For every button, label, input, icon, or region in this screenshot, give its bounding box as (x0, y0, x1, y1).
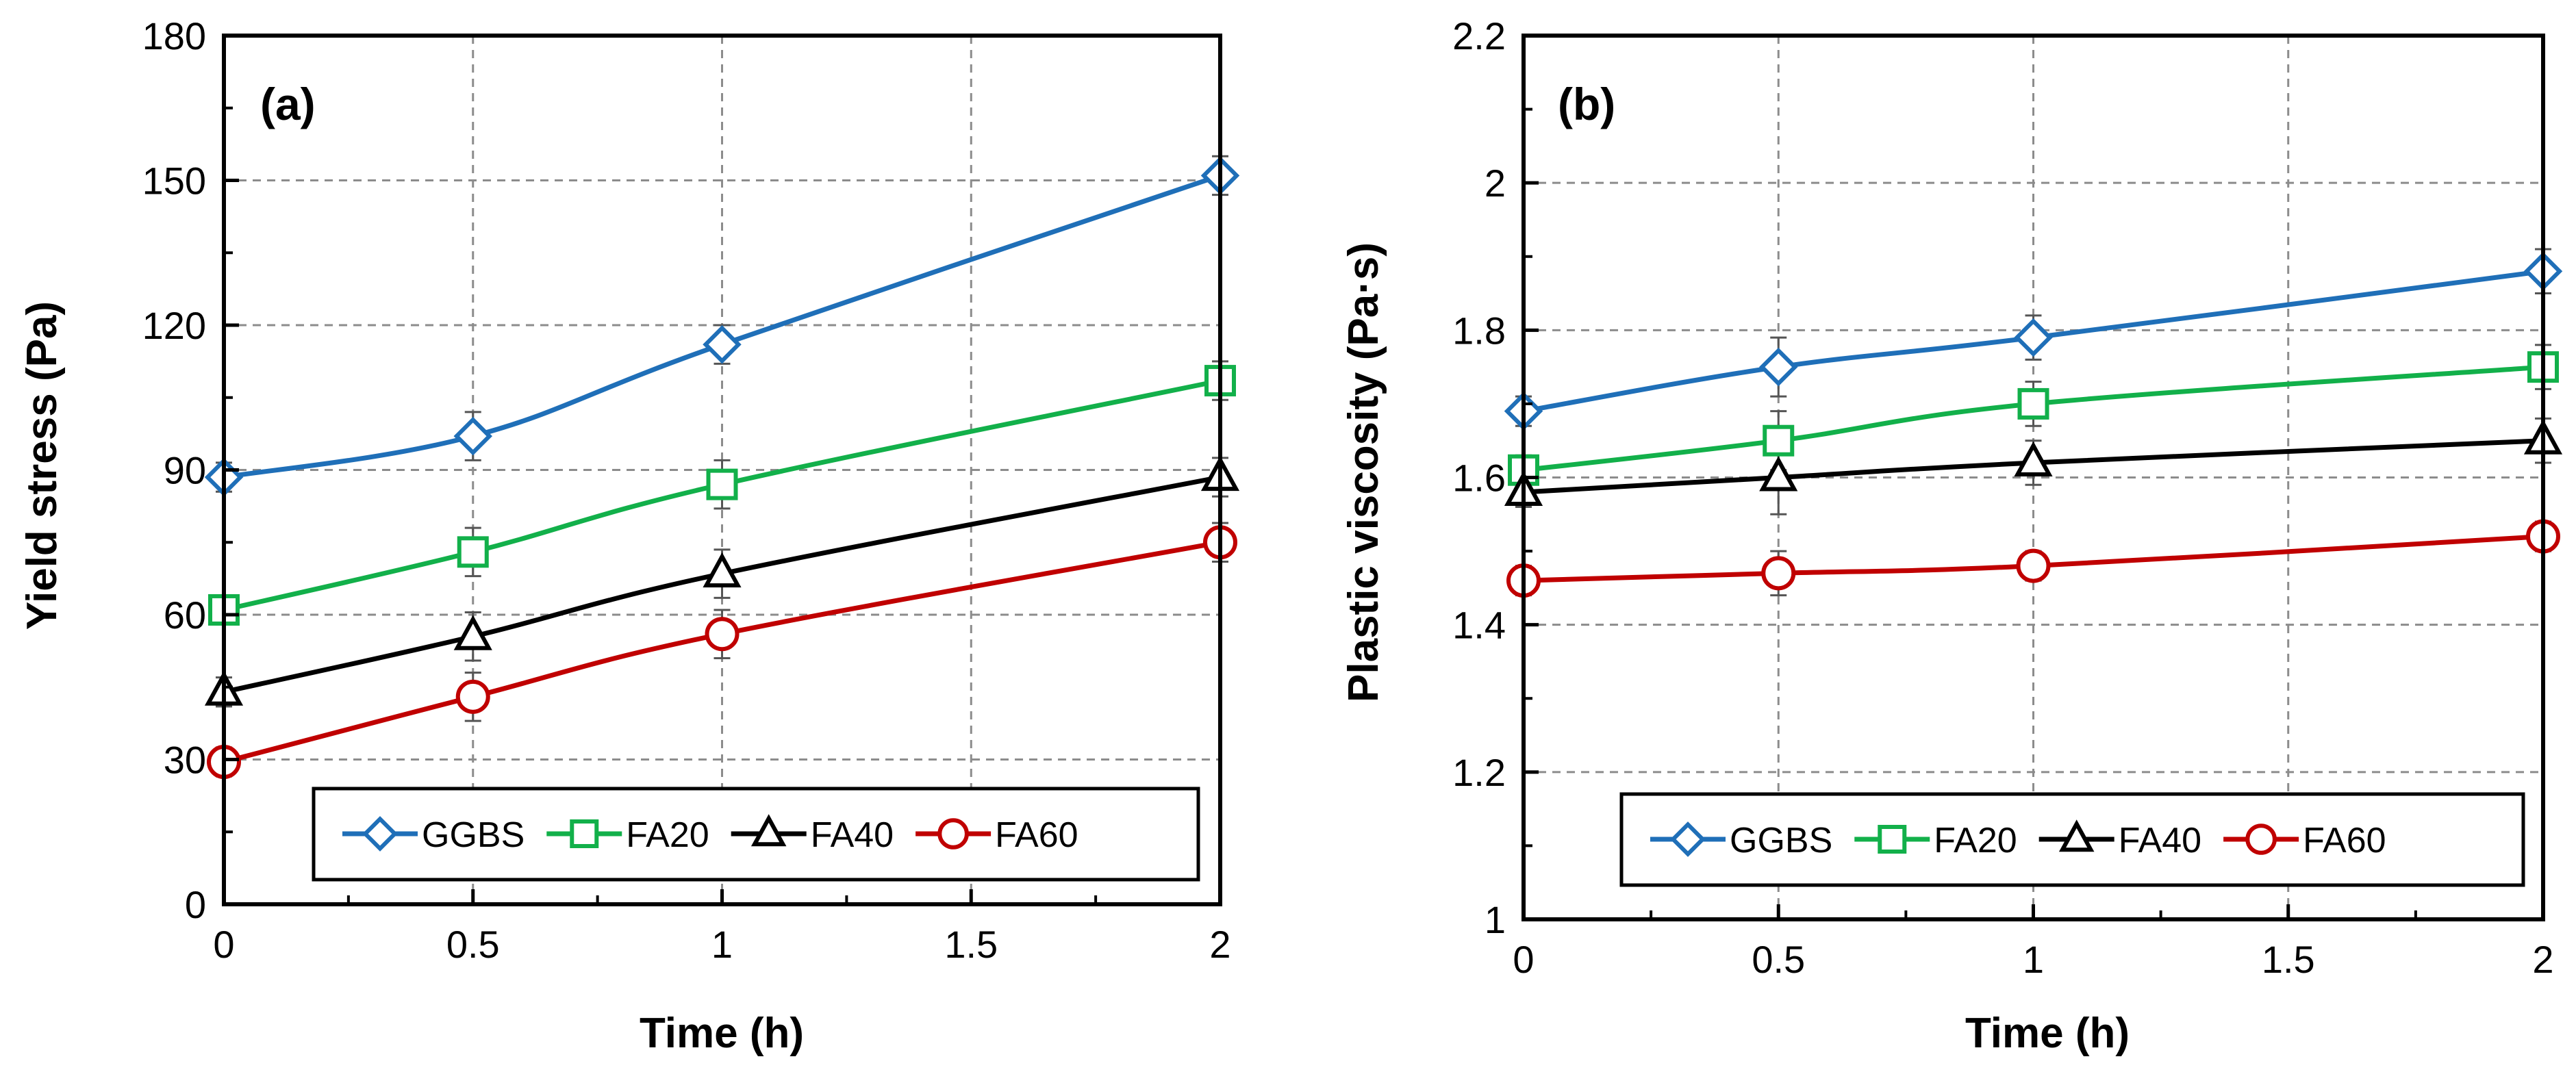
panel-b-y-tick-label: 2.2 (1452, 14, 1506, 58)
panel-a-legend-item-fa60: FA60 (916, 815, 1078, 855)
panel-b-axes (1521, 34, 2545, 921)
panel-b-ggbs-point (1759, 347, 1798, 387)
panel-a-fa60-point (455, 679, 490, 714)
panel-b-legend-item-ggbs: GGBS (1650, 821, 1832, 860)
panel-b-y-tick-label: 2 (1485, 162, 1506, 205)
panel-b-chart: 11.21.41.61.822.20 0.5 1 1.5 2 (b) Time (h) … (1340, 14, 2563, 1057)
panel-b-y-tick-label: 1.8 (1452, 309, 1506, 352)
panel-b-x-tick-label: 1 (2023, 938, 2044, 981)
panel-b-legend-item-fa60: FA60 (2223, 821, 2386, 860)
panel-a-legend-item-fa20: FA20 (546, 815, 709, 855)
panel-b-legend-item-fa40: FA40 (2038, 819, 2201, 860)
panel-a-legend-fa60-swatch-marker (937, 818, 969, 850)
panel-b-fa20-line (1521, 364, 2546, 473)
panel-a-x-tick-label: 1.5 (944, 923, 998, 966)
panel-b-x-tick-label: 0 (1513, 938, 1534, 981)
panel-b-ggbs-line (1521, 268, 2546, 414)
panel-b-legend-fa20-swatch-marker (1878, 825, 1907, 854)
panel-a-legend-fa20-label: FA20 (626, 815, 709, 855)
panel-a-tick-labels: 0 30 60 90 120 150 180 0 0.5 1 1.5 2 (142, 14, 1231, 966)
panel-a-ggbs-point (453, 416, 492, 456)
panel-b-x-tick-label: 1.5 (2262, 938, 2315, 981)
panel-b-legend-ggbs-swatch-marker (1670, 821, 1706, 857)
panel-a-label: (a) (260, 79, 316, 129)
panel-b-legend-ggbs-label: GGBS (1730, 821, 1832, 860)
panel-b-x-tick-label: 2 (2532, 938, 2553, 981)
panel-b-y-tick-label: 1.6 (1452, 457, 1506, 500)
panel-a-series (204, 156, 1240, 780)
panel-b-x-axis-title: Time (h) (1965, 1010, 2130, 1057)
panel-a-y-tick-label: 90 (164, 449, 206, 492)
panel-a-legend-fa40-label: FA40 (811, 815, 894, 855)
panel-a-y-axis-title: Yield stress (Pa) (18, 301, 66, 630)
panel-a-legend: GGBS FA20 FA40 FA60 (312, 787, 1200, 882)
panel-a-x-tick-label: 0.5 (446, 923, 500, 966)
panel-a-fa40-line (221, 474, 1223, 695)
panel-b-y-tick-label: 1 (1485, 898, 1506, 941)
panel-b-legend-item-fa20: FA20 (1854, 821, 2017, 860)
panel-a-y-tick-label: 0 (185, 883, 206, 926)
panel-b-series (1504, 252, 2563, 598)
panel-a-fa60-line (221, 539, 1223, 765)
panel-a-fa60-point (705, 617, 740, 652)
panel-a-ggbs-point (703, 324, 742, 364)
panel-b-label: (b) (1558, 79, 1615, 129)
panel-a-x-axis-title: Time (h) (640, 1010, 804, 1057)
panel-b-tick-labels: 1 1.2 1.4 1.6 1.8 2 2.2 0 0.5 1 1.5 2 (1452, 14, 2553, 981)
panel-b-fa40-point (1759, 456, 1798, 492)
panel-a-y-tick-label: 150 (142, 159, 206, 203)
panel-a-fa40-point (453, 615, 492, 650)
panel-a-y-tick-label: 180 (142, 14, 206, 58)
panel-a-legend-ggbs-label: GGBS (422, 815, 525, 855)
panel-a-fa20-point (706, 468, 738, 500)
panel-a-legend-fa40-swatch-marker (750, 814, 787, 847)
panel-b-fa60-point (2016, 548, 2051, 583)
panel-a-legend-item-fa40: FA40 (731, 814, 894, 855)
panel-a-x-tick-label: 1 (711, 923, 733, 966)
panel-a-y-tick-label: 30 (164, 739, 206, 782)
panel-b-legend-fa20-label: FA20 (1934, 821, 2017, 860)
panel-b-y-tick-label: 1.4 (1452, 604, 1506, 647)
panel-a-legend-ggbs-swatch-marker (362, 816, 398, 852)
panel-b-x-tick-label: 0.5 (1752, 938, 1805, 981)
panel-a-chart: 0 30 60 90 120 150 180 0 0.5 1 1.5 2 (a) Time (h) Y… (18, 14, 1240, 1057)
panel-b-fa20-point (2017, 387, 2049, 420)
panel-a-fa20-line (221, 378, 1223, 613)
panel-b-legend-fa60-label: FA60 (2303, 821, 2386, 860)
panel-a-legend-fa20-swatch-marker (570, 819, 599, 848)
panel-a-axes (222, 34, 1222, 906)
panel-b-ggbs-point (2014, 318, 2053, 357)
panel-b-legend-fa40-swatch-marker (2058, 819, 2095, 852)
panel-b-legend-fa40-label: FA40 (2119, 821, 2201, 860)
panel-b-fa20-point (1763, 424, 1795, 457)
panel-a-fa20-point (457, 536, 489, 568)
panel-b-fa40-line (1521, 438, 2546, 495)
panel-b-y-tick-label: 1.2 (1452, 751, 1506, 794)
panel-a-y-tick-label: 60 (164, 593, 206, 637)
panel-b-legend-fa60-swatch-marker (2245, 824, 2277, 855)
panel-b-y-axis-title: Plastic viscosity (Pa·s) (1340, 242, 1387, 702)
panel-a-fa40-point (703, 552, 742, 588)
panel-a-x-tick-label: 2 (1209, 923, 1230, 966)
panel-a-ggbs-line (221, 173, 1223, 480)
panel-b-fa60-point (1761, 556, 1796, 591)
panel-a-legend-fa60-label: FA60 (995, 815, 1078, 855)
panel-b-legend: GGBS FA20 FA40 FA60 (1619, 792, 2525, 887)
panel-b-fa40-point (2014, 441, 2053, 476)
panel-a-legend-item-ggbs: GGBS (342, 815, 525, 855)
panel-a-y-tick-label: 120 (142, 304, 206, 347)
panel-a-x-tick-label: 0 (213, 923, 234, 966)
panel-b-fa60-line (1521, 534, 2546, 583)
